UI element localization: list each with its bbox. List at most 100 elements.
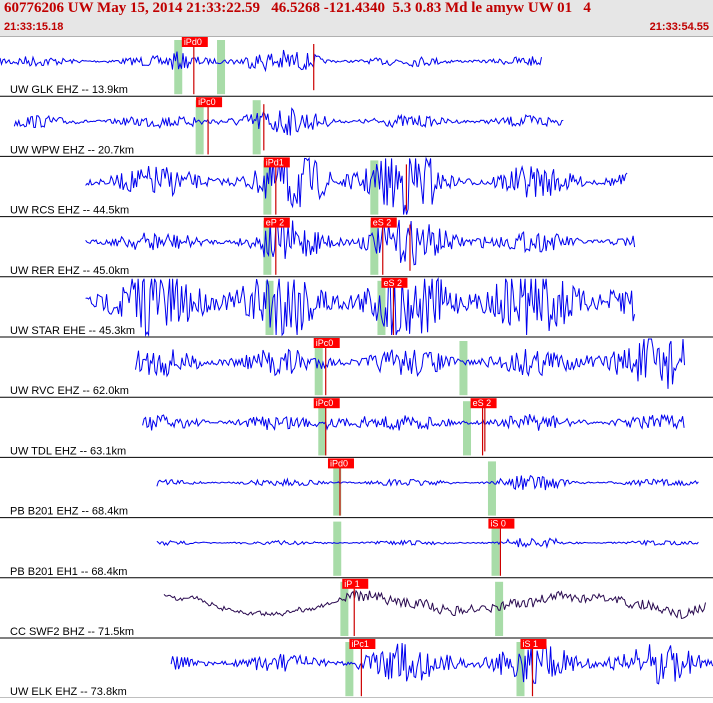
channel-panel[interactable]: iP 1 CC SWF2 BHZ -- 71.5km — [0, 578, 713, 639]
phase-pick[interactable]: iPd0 — [327, 458, 354, 516]
waveform-trace[interactable] — [170, 642, 713, 685]
channel-panel[interactable]: iPc0 eS 2 UW TDL EHZ -- 63.1km — [0, 398, 713, 458]
waveform-trace[interactable] — [142, 413, 685, 431]
pick-window — [495, 581, 504, 636]
event-header: 60776206 UW May 15, 2014 21:33:22.59 46.… — [0, 0, 713, 37]
pick-window — [459, 341, 468, 396]
pick-flag — [381, 277, 408, 288]
channel-label: UW STAR EHE -- 45.3km — [10, 325, 135, 337]
phase-pick[interactable]: eS 2 — [381, 277, 408, 335]
seismogram-canvas[interactable]: iPd0 UW GLK EHZ -- 13.9km iPc0 UW WPW EHZ -… — [0, 36, 713, 699]
pick-flag — [520, 639, 547, 649]
pick-label: iS 1 — [522, 639, 538, 649]
channel-label: UW RER EHZ -- 45.0km — [10, 265, 129, 277]
end-time: 21:33:54.55 — [649, 21, 709, 33]
phase-pick[interactable]: iPd1 — [263, 157, 290, 215]
pick-window — [345, 642, 354, 697]
pick-label: iPc1 — [351, 639, 369, 649]
pick-window — [516, 642, 525, 697]
waveform-trace[interactable] — [135, 338, 685, 389]
channel-label: PB B201 EHZ -- 68.4km — [10, 506, 128, 518]
waveform-trace[interactable] — [0, 49, 542, 73]
pick-flag — [342, 578, 369, 589]
pick-flag — [263, 157, 290, 168]
pick-label: eS 2 — [373, 218, 392, 228]
phase-pick[interactable]: iS 1 — [520, 639, 547, 697]
channel-panel[interactable]: iS 0 PB B201 EH1 -- 68.4km — [0, 518, 713, 579]
pick-window — [314, 341, 323, 396]
pick-flag — [470, 398, 497, 409]
pick-label: eS 2 — [473, 398, 492, 408]
phase-pick[interactable]: eP 2 — [263, 217, 290, 275]
pick-flag — [488, 518, 515, 529]
phase-pick[interactable]: eS 2 — [470, 398, 497, 456]
pick-label: iPc0 — [316, 338, 334, 348]
channel-label: UW ELK EHZ -- 73.8km — [10, 686, 127, 698]
waveform-trace[interactable] — [85, 277, 636, 337]
pick-window — [463, 401, 472, 456]
channel-label: UW RCS EHZ -- 44.5km — [10, 205, 129, 217]
pick-window — [195, 100, 204, 155]
pick-window — [491, 521, 500, 576]
pick-window — [263, 220, 272, 275]
pick-window — [370, 220, 379, 275]
pick-window — [370, 160, 379, 215]
waveform-trace[interactable] — [156, 537, 699, 549]
channel-panel[interactable]: iPd1 UW RCS EHZ -- 44.5km — [0, 156, 713, 218]
channel-panel[interactable]: iPd0 PB B201 EHZ -- 68.4km — [0, 458, 713, 519]
pick-label: iPc0 — [316, 398, 334, 408]
channel-label: UW WPW EHZ -- 20.7km — [10, 144, 134, 156]
pick-label: iP 1 — [344, 579, 359, 589]
waveform-trace[interactable] — [13, 107, 564, 136]
pick-window — [252, 100, 261, 155]
waveform-trace[interactable] — [85, 156, 628, 215]
pick-window — [377, 280, 386, 335]
pick-flag — [181, 37, 208, 47]
channel-label: CC SWF2 BHZ -- 71.5km — [10, 626, 134, 638]
channel-label: UW TDL EHZ -- 63.1km — [10, 445, 126, 457]
pick-window — [340, 581, 349, 636]
pick-flag — [313, 398, 340, 409]
channel-label: UW RVC EHZ -- 62.0km — [10, 385, 129, 397]
channel-label: PB B201 EH1 -- 68.4km — [10, 566, 127, 578]
pick-label: iS 0 — [490, 519, 506, 529]
pick-window — [318, 401, 327, 456]
pick-label: iPd1 — [266, 157, 284, 167]
pick-window — [333, 521, 342, 576]
pick-window — [333, 461, 342, 516]
channel-label: UW GLK EHZ -- 13.9km — [10, 84, 128, 96]
channel-panel[interactable]: eS 2 UW STAR EHE -- 45.3km — [0, 277, 713, 338]
phase-pick[interactable]: eS 2 — [370, 217, 397, 275]
waveform-trace[interactable] — [156, 474, 699, 491]
pick-label: iPd0 — [330, 458, 348, 468]
pick-window — [263, 160, 272, 215]
waveform-trace[interactable] — [85, 219, 636, 266]
seismogram-panel[interactable]: iPd0 UW GLK EHZ -- 13.9km iPc0 UW WPW EHZ -… — [0, 36, 713, 699]
phase-pick[interactable]: iS 0 — [488, 518, 515, 576]
pick-flag — [313, 338, 340, 348]
pick-label: iPc0 — [198, 97, 216, 107]
phase-pick[interactable]: iPc0 — [313, 398, 340, 456]
pick-flag — [327, 458, 354, 469]
phase-pick[interactable]: iPc0 — [196, 97, 223, 155]
pick-label: iPd0 — [184, 37, 202, 47]
phase-pick[interactable]: iP 1 — [342, 578, 369, 636]
phase-pick[interactable]: iPc1 — [349, 639, 376, 697]
pick-flag — [196, 97, 223, 108]
channel-panel[interactable]: eP 2 eS 2 UW RER EHZ -- 45.0km — [0, 217, 713, 278]
phase-pick[interactable]: iPc0 — [313, 338, 340, 396]
phase-pick[interactable]: iPd0 — [181, 37, 208, 95]
pick-label: eP 2 — [266, 218, 284, 228]
channel-panel[interactable]: iPc0 UW WPW EHZ -- 20.7km — [0, 97, 713, 157]
start-time: 21:33:15.18 — [4, 21, 64, 33]
channel-panel[interactable]: iPc1 iS 1 UW ELK EHZ -- 73.8km — [0, 639, 713, 699]
pick-flag — [349, 639, 376, 649]
waveform-trace[interactable] — [163, 589, 706, 619]
channel-panel[interactable]: iPd0 UW GLK EHZ -- 13.9km — [0, 37, 713, 97]
channel-panel[interactable]: iPc0 UW RVC EHZ -- 62.0km — [0, 338, 713, 398]
pick-label: eS 2 — [383, 278, 402, 288]
event-title: 60776206 UW May 15, 2014 21:33:22.59 46.… — [4, 0, 591, 16]
pick-window — [487, 461, 496, 516]
pick-flag — [370, 217, 397, 228]
pick-window — [217, 40, 226, 95]
